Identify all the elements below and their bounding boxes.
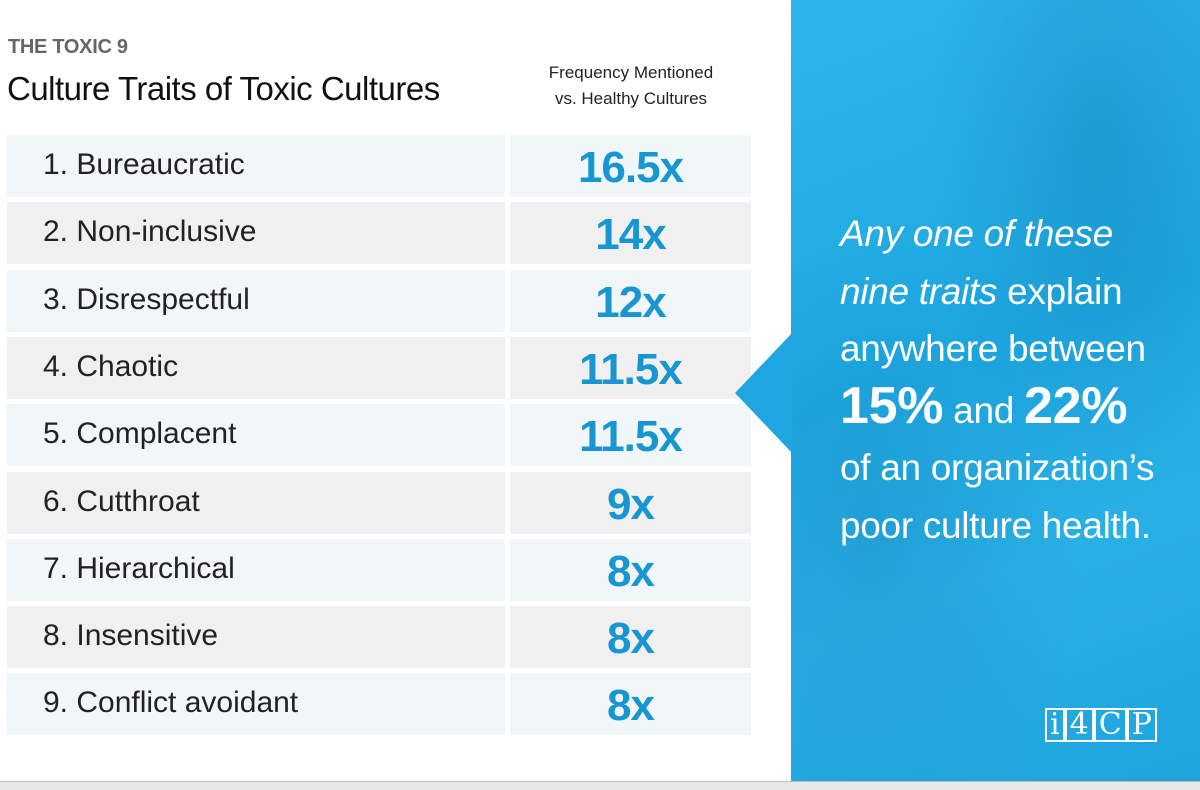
callout-text-4: poor culture health. [840,504,1151,546]
callout-text-2: anywhere between [840,328,1146,369]
trait-label: 5. Complacent [7,404,505,467]
trait-label: 6. Cutthroat [7,471,505,534]
pct-low: 15% [840,376,944,435]
trait-label: 9. Conflict avoidant [7,673,505,736]
table-row: 7. Hierarchical 8x [7,538,751,601]
kicker: THE TOXIC 9 [8,36,128,58]
pct-high: 22% [1023,376,1128,435]
trait-frequency: 11.5x [510,336,751,399]
trait-label: 3. Disrespectful [7,269,505,332]
table-row: 6. Cutthroat 9x [7,471,751,534]
callout-and: and [943,389,1024,431]
logo-part: i [1045,708,1065,742]
column-header-line2: vs. Healthy Cultures [554,89,708,108]
trait-label: 2. Non-inclusive [7,202,505,265]
trait-frequency: 16.5x [510,135,751,197]
trait-frequency: 8x [510,606,751,669]
trait-label: 8. Insensitive [7,606,505,669]
callout-text-1: explain [997,270,1123,312]
logo-part: 4 [1064,708,1094,742]
callout-italic-1: Any one of these [840,213,1113,254]
callout-text-3: of an organization’s [840,447,1155,488]
trait-frequency: 8x [510,673,751,736]
bottom-border [0,781,1200,790]
callout-italic-2: nine traits [840,270,998,312]
column-header: Frequency Mentioned vs. Healthy Cultures [510,60,752,112]
callout-text: Any one of these nine traits explain any… [840,205,1200,554]
table-row: 8. Insensitive 8x [7,606,751,669]
table-row: 1. Bureaucratic 16.5x [7,135,751,197]
trait-frequency: 8x [510,538,751,601]
table-row: 9. Conflict avoidant 8x [7,673,751,736]
logo-part: C [1093,708,1127,742]
table-row: 4. Chaotic 11.5x [7,336,751,399]
table-row: 5. Complacent 11.5x [7,404,751,467]
callout-panel [791,0,1200,781]
trait-label: 1. Bureaucratic [7,135,505,197]
trait-frequency: 14x [510,202,751,265]
column-header-line1: Frequency Mentioned [548,63,714,82]
trait-frequency: 11.5x [510,404,751,467]
page-title: Culture Traits of Toxic Cultures [7,70,440,107]
table-row: 3. Disrespectful 12x [7,269,751,332]
table-row: 2. Non-inclusive 14x [7,202,751,265]
callout-arrow [735,333,792,453]
logo-part: P [1126,708,1157,742]
trait-label: 7. Hierarchical [7,538,505,601]
trait-frequency: 9x [510,471,751,534]
trait-frequency: 12x [510,269,751,332]
trait-label: 4. Chaotic [7,336,505,399]
